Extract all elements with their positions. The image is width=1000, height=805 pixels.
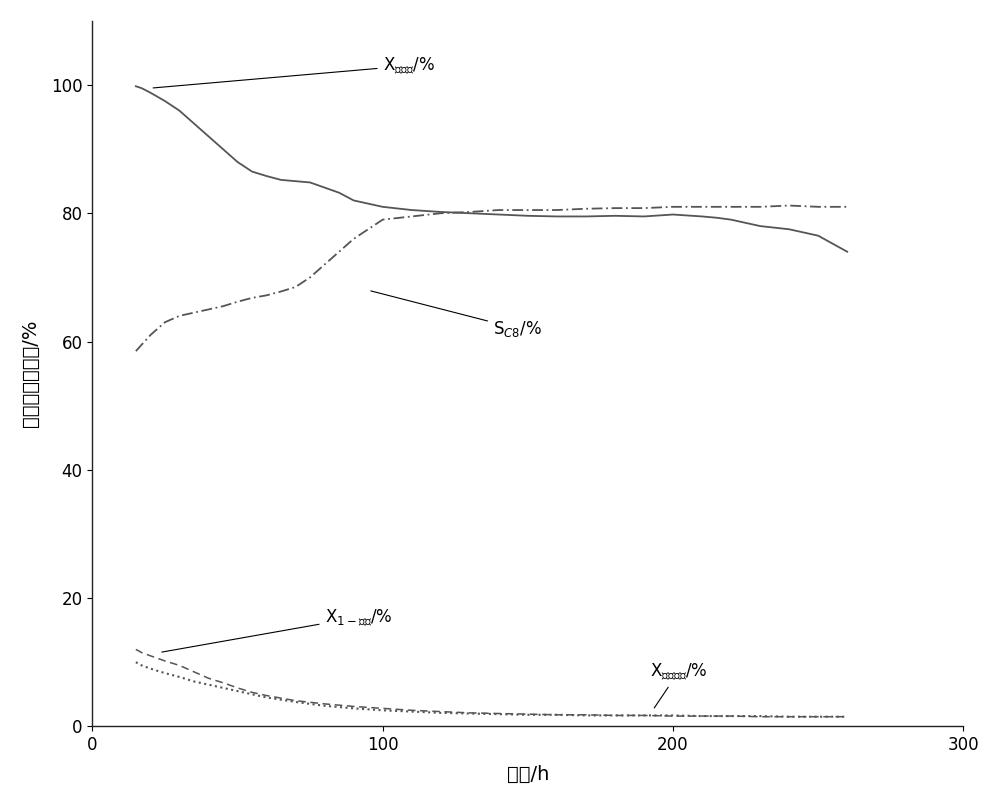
Text: X$_{1-丁烯}$/%: X$_{1-丁烯}$/%: [162, 607, 392, 652]
Text: S$_{C8}$/%: S$_{C8}$/%: [371, 291, 542, 339]
Text: X$_{异丁烯}$/%: X$_{异丁烯}$/%: [153, 56, 435, 88]
X-axis label: 时间/h: 时间/h: [507, 766, 549, 784]
Y-axis label: 转化率和选择性/%: 转化率和选择性/%: [21, 320, 40, 427]
Text: X$_{线性丁烯}$/%: X$_{线性丁烯}$/%: [650, 662, 707, 708]
